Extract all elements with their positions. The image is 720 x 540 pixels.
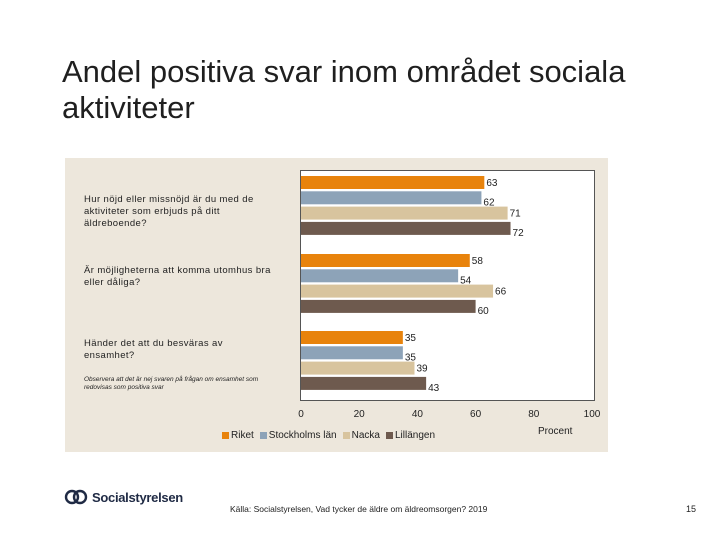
bar-nacka-q2	[301, 284, 494, 298]
legend-item: Riket	[222, 430, 254, 441]
legend-swatch	[259, 432, 267, 439]
legend-label: Lillängen	[394, 430, 436, 441]
data-label: 62	[483, 197, 495, 208]
data-label: 54	[460, 275, 472, 286]
data-label: 72	[513, 228, 525, 239]
legend-swatch	[222, 432, 229, 439]
x-tick-label: 80	[528, 409, 540, 420]
x-tick-label: 20	[354, 409, 366, 420]
x-axis-label: Procent	[538, 426, 573, 437]
chart-legend: Riket Stockholms län Nacka Lillängen	[222, 430, 435, 441]
legend-swatch	[342, 432, 350, 439]
data-label: 60	[478, 306, 490, 317]
socialstyrelsen-logo: Socialstyrelsen	[64, 488, 183, 506]
question-label-3: Händer det att du besväras av ensamhet?	[84, 338, 223, 361]
legend-label: Stockholms län	[268, 430, 337, 441]
bar-nacka-q3	[301, 361, 415, 375]
data-label: 35	[405, 333, 417, 344]
data-label: 43	[428, 383, 440, 394]
logo-text: Socialstyrelsen	[92, 489, 183, 505]
legend-item: Lillängen	[385, 430, 436, 441]
bar-nacka-q1	[301, 206, 508, 220]
bar-riket-q1	[301, 176, 485, 189]
bar-lillängen-q2	[301, 299, 476, 313]
legend-item: Nacka	[342, 430, 380, 441]
x-tick-label: 40	[412, 409, 424, 420]
question-label-1: Hur nöjd eller missnöjd är du med de akt…	[84, 194, 254, 229]
source-text: Källa: Socialstyrelsen, Vad tycker de äl…	[230, 504, 488, 514]
legend-label: Nacka	[351, 430, 380, 441]
bar-riket-q2	[301, 254, 470, 267]
data-label: 71	[510, 209, 522, 220]
legend-item: Stockholms län	[259, 430, 337, 441]
bar-lillängen-q1	[301, 221, 511, 235]
ensamhet-note: Observera att det är nej svaren på fråga…	[84, 376, 259, 391]
page-number: 15	[686, 504, 697, 514]
bar-stockholms-län-q3	[301, 346, 403, 360]
data-label: 58	[472, 256, 484, 267]
question-label-2: Är möjligheterna att komma utomhus bra e…	[84, 265, 271, 288]
slide-title: Andel positiva svar inom området sociala…	[62, 54, 626, 125]
data-label: 66	[495, 287, 507, 298]
legend-label: Riket	[231, 430, 254, 441]
bar-stockholms-län-q2	[301, 269, 459, 283]
bar-lillängen-q3	[301, 376, 427, 390]
data-label: 39	[416, 364, 428, 375]
bar-stockholms-län-q1	[301, 191, 482, 205]
socialstyrelsen-emblem-icon	[64, 489, 88, 505]
legend-swatch	[385, 432, 393, 439]
data-label: 63	[486, 178, 498, 189]
bar-riket-q3	[301, 331, 403, 344]
x-tick-label: 100	[584, 409, 601, 420]
x-tick-label: 60	[470, 409, 482, 420]
x-tick-label: 0	[298, 409, 304, 420]
data-label: 35	[405, 352, 417, 363]
